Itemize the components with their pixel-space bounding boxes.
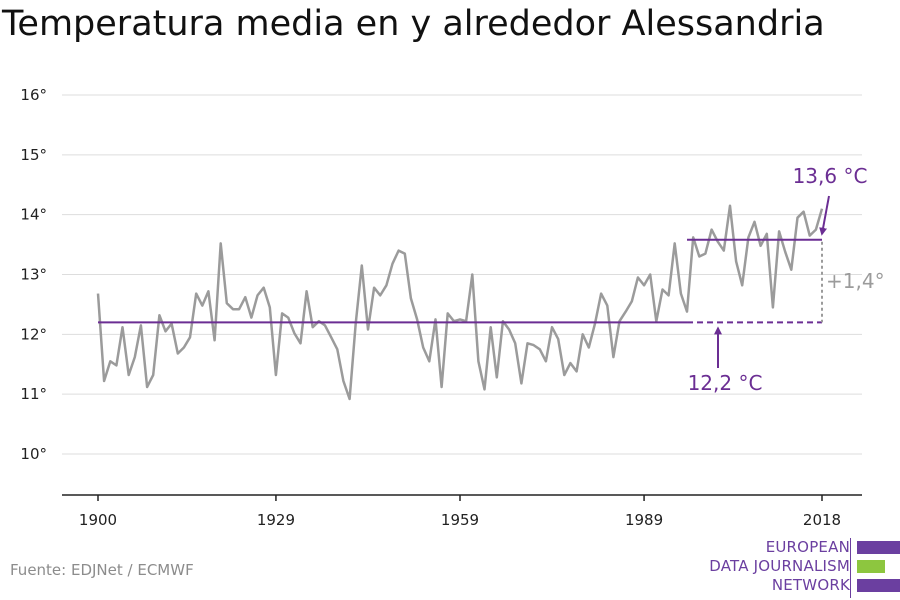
logo-line-3: NETWORK (771, 576, 850, 594)
edjnet-logo: EUROPEAN DATA JOURNALISM NETWORK (700, 538, 900, 600)
logo-bar-purple-top (857, 541, 900, 554)
average-historic-label: 12,2 °C (688, 371, 763, 395)
average-layer (98, 238, 822, 324)
x-tick-label-1959: 1959 (441, 511, 479, 529)
logo-line-2: DATA JOURNALISM (709, 557, 850, 575)
y-tick-label-14: 14° (20, 206, 47, 224)
x-tick-label-2018: 2018 (803, 511, 841, 529)
y-tick-label-15: 15° (20, 146, 47, 164)
gridlines (62, 94, 862, 455)
average-recent-label: 13,6 °C (793, 164, 868, 188)
annotation-layer: +1,4° 12,2 °C 13,6 °C (688, 164, 885, 395)
x-axis: 1900 1929 1959 1989 2018 (62, 494, 862, 529)
chart-title: Temperatura media en y alrededor Alessan… (2, 4, 825, 44)
series-layer (96, 204, 824, 401)
logo-bar-green (857, 560, 885, 573)
y-tick-label-12: 12° (20, 325, 47, 343)
logo-bar-purple-bottom (857, 579, 900, 592)
logo-line-1: EUROPEAN (765, 538, 850, 556)
y-axis-ticks: 10° 11° 12° 13° 14° 15° 16° (20, 86, 47, 463)
x-tick-label-1989: 1989 (625, 511, 663, 529)
x-tick-label-1900: 1900 (79, 511, 117, 529)
y-tick-label-11: 11° (20, 385, 47, 403)
difference-label: +1,4° (826, 269, 885, 293)
y-tick-label-13: 13° (20, 266, 47, 284)
average-recent-arrow (819, 195, 830, 236)
y-tick-label-10: 10° (20, 445, 47, 463)
source-note: Fuente: EDJNet / ECMWF (10, 561, 194, 579)
logo-divider (850, 538, 851, 598)
series-line-0 (96, 204, 824, 401)
x-tick-label-1929: 1929 (257, 511, 295, 529)
y-tick-label-16: 16° (20, 86, 47, 104)
